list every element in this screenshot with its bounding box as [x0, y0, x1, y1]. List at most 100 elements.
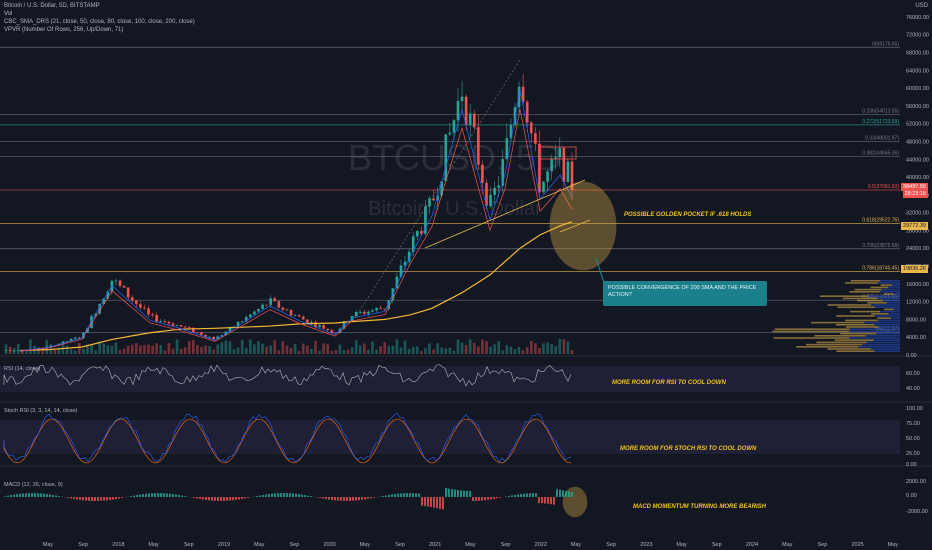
trend-line — [559, 219, 591, 233]
vpvr-bar-down — [871, 348, 900, 350]
macd-histogram-bar — [106, 497, 108, 501]
indicator-sma[interactable]: CBC_SMA_DRS (21, close, 50, close, 80, c… — [4, 19, 195, 25]
price-tick: 28000.00 — [906, 228, 929, 234]
volume-bar — [481, 339, 484, 354]
rsi-tick: 60.00 — [906, 371, 920, 377]
macd-histogram-bar — [283, 493, 285, 497]
macd-histogram-bar — [406, 493, 408, 497]
macd-histogram-bar — [37, 493, 39, 497]
time-tick: Sep — [184, 542, 194, 548]
candle-body — [517, 86, 521, 108]
macd-histogram-bar — [334, 497, 336, 501]
fib-label: 1(5012.97) — [875, 327, 900, 333]
macd-tick: 2000.00 — [906, 479, 926, 485]
volume-bar — [159, 344, 163, 354]
macd-histogram-bar — [310, 496, 312, 497]
candle-body — [45, 346, 49, 348]
volume-bar — [546, 342, 549, 354]
macd-histogram-bar — [103, 497, 105, 501]
volume-bar — [452, 350, 456, 354]
vpvr-bar-up — [772, 330, 849, 333]
candle-body — [440, 181, 443, 196]
price-tick: 12000.00 — [906, 300, 929, 306]
macd-histogram-bar — [322, 497, 324, 499]
volume-bar — [171, 348, 175, 354]
price-tick: 40000.00 — [906, 175, 929, 181]
volume-bar — [346, 349, 350, 354]
volume-bar — [90, 345, 93, 354]
candle-body — [249, 314, 252, 318]
candle-body — [265, 304, 268, 306]
candle-body — [257, 308, 260, 312]
volume-bar — [114, 342, 118, 354]
macd-histogram-bar — [541, 497, 543, 504]
candle-body — [354, 311, 358, 317]
macd-histogram-bar — [400, 493, 402, 497]
price-tick: 44000.00 — [906, 157, 929, 163]
macd-histogram-bar — [469, 490, 471, 497]
time-tick: May — [782, 542, 793, 548]
fib-label: 0.272(51723.59) — [862, 119, 899, 125]
vpvr-bar-up — [867, 302, 887, 304]
macd-histogram-bar — [211, 497, 213, 501]
volume-bar — [240, 339, 244, 354]
macd-title: MACD (12, 26, close, 9) — [4, 482, 63, 488]
price-tick: 56000.00 — [906, 104, 929, 110]
macd-histogram-bar — [238, 497, 240, 500]
volume-bar — [411, 346, 415, 354]
stoch-band — [0, 420, 900, 454]
macd-histogram-bar — [409, 493, 411, 497]
convergence-callout[interactable]: POSSIBLE CONVERGENCE OF 200 SMA AND THE … — [603, 281, 767, 306]
volume-bar — [147, 344, 150, 354]
macd-histogram-bar — [175, 494, 177, 497]
candle-body — [301, 316, 305, 320]
time-tick: 2025 — [851, 542, 863, 548]
volume-bar — [350, 347, 354, 354]
candle-body — [216, 336, 220, 340]
indicator-vol[interactable]: Vol — [4, 11, 13, 17]
macd-histogram-bar — [130, 496, 132, 497]
macd-histogram-bar — [55, 495, 57, 497]
fib-label: 0.886(12325.86) — [862, 294, 899, 300]
symbol-title[interactable]: Bitcoin / U.S. Dollar, 5D, BITSTAMP — [4, 3, 100, 9]
volume-bar — [57, 347, 61, 354]
countdown-label: 28:23:15 — [902, 190, 928, 198]
volume-bar — [110, 345, 114, 354]
indicator-vpvr[interactable]: VPVR (Number Of Rows, 256, Up/Down, 71) — [4, 27, 124, 33]
fib-label: 0.382(44665.36) — [862, 150, 899, 156]
vpvr-bar-up — [819, 295, 868, 297]
volume-bar — [236, 347, 240, 354]
candle-body — [118, 280, 122, 286]
candle-body — [94, 313, 97, 317]
volume-bar — [509, 346, 513, 354]
volume-bar — [525, 347, 529, 354]
macd-histogram-bar — [109, 497, 111, 500]
time-tick: 2021 — [429, 542, 441, 548]
volume-bar — [562, 339, 566, 354]
vpvr-bar-up — [827, 304, 871, 306]
price-tick: 8000.00 — [906, 317, 926, 323]
macd-histogram-bar — [232, 497, 234, 501]
macd-histogram-bar — [58, 496, 60, 497]
vpvr-bar-up — [845, 319, 879, 322]
macd-histogram-bar — [181, 495, 183, 497]
volume-bar — [118, 350, 122, 354]
macd-histogram-bar — [202, 497, 204, 500]
macd-histogram-bar — [466, 490, 468, 497]
macd-histogram-bar — [205, 497, 207, 500]
volume-bar — [375, 349, 378, 354]
volume-bar — [358, 345, 362, 354]
macd-histogram-bar — [352, 497, 354, 501]
macd-histogram-bar — [79, 497, 81, 500]
vpvr-bar-up — [849, 291, 880, 293]
last-price-label: 38497.50 — [901, 183, 928, 191]
time-tick: May — [676, 542, 687, 548]
vpvr-bar-up — [883, 293, 894, 295]
candle-body — [497, 185, 501, 188]
candle-body — [489, 194, 492, 207]
volume-bar — [4, 344, 8, 354]
candle-body — [314, 321, 317, 327]
macd-histogram-bar — [172, 494, 174, 497]
macd-histogram-bar — [517, 494, 519, 497]
vpvr-bar-up — [842, 297, 878, 300]
